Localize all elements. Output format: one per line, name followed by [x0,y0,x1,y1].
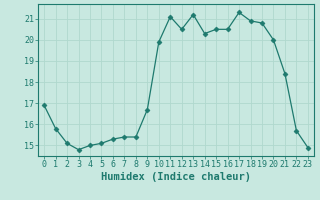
X-axis label: Humidex (Indice chaleur): Humidex (Indice chaleur) [101,172,251,182]
